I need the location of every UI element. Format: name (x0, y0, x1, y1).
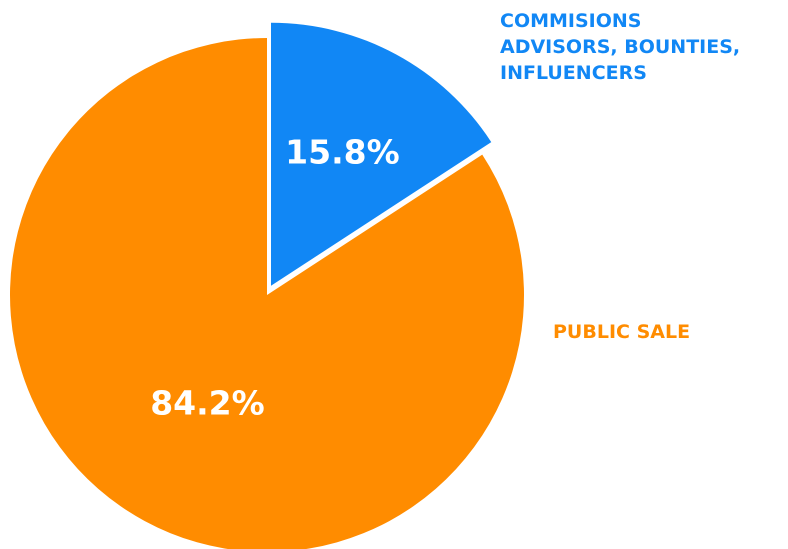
value-label: 84.2% (150, 383, 265, 422)
pie-slice (10, 38, 524, 549)
slice-label: PUBLIC SALE (553, 321, 691, 343)
value-label: 15.8% (285, 132, 400, 171)
pie-slice (271, 22, 492, 286)
slice-label: COMMISIONS ADVISORS, BOUNTIES, INFLUENCE… (500, 10, 741, 84)
